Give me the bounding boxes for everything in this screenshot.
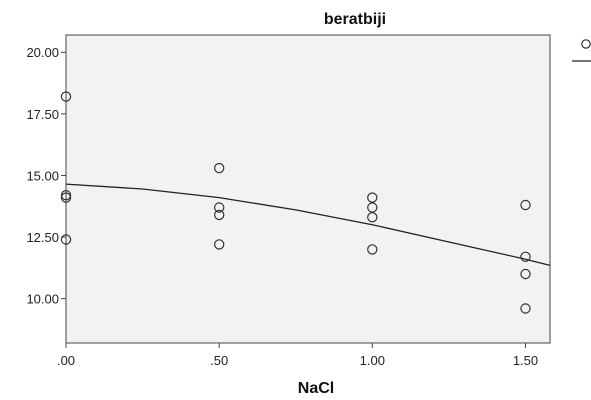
data-point — [520, 199, 531, 211]
data-point — [213, 202, 225, 213]
data-point — [367, 212, 378, 223]
y-tick-label: 20.00 — [26, 45, 59, 60]
data-point — [213, 162, 225, 174]
data-point — [520, 268, 531, 280]
chart-title: beratbiji — [324, 11, 386, 28]
x-axis-label: NaCl — [298, 380, 334, 397]
data-point — [60, 192, 72, 203]
data-point — [367, 244, 378, 255]
fit-line — [65, 183, 551, 267]
legend-marker — [581, 39, 591, 49]
data-point — [367, 192, 378, 203]
y-tick-label: 17.50 — [26, 107, 59, 122]
x-tick-label: 1.00 — [360, 353, 385, 368]
data-point — [367, 202, 378, 213]
y-axis: 10.00 12.50 15.00 17.50 20.00 — [26, 45, 66, 307]
data-point — [60, 91, 72, 102]
legend — [572, 39, 591, 62]
x-tick-label: .50 — [210, 353, 228, 368]
data-point — [213, 209, 225, 221]
x-tick-label: 1.50 — [513, 353, 538, 368]
y-tick-label: 15.00 — [26, 168, 59, 183]
x-axis: .00 .50 1.00 1.50 — [57, 343, 538, 368]
x-tick-label: .00 — [57, 353, 75, 368]
data-point — [213, 239, 225, 250]
data-point — [60, 234, 72, 245]
data-points — [60, 91, 531, 314]
y-tick-label: 12.50 — [26, 230, 59, 245]
data-point — [520, 251, 531, 262]
data-point — [520, 303, 531, 314]
y-tick-label: 10.00 — [26, 292, 59, 307]
